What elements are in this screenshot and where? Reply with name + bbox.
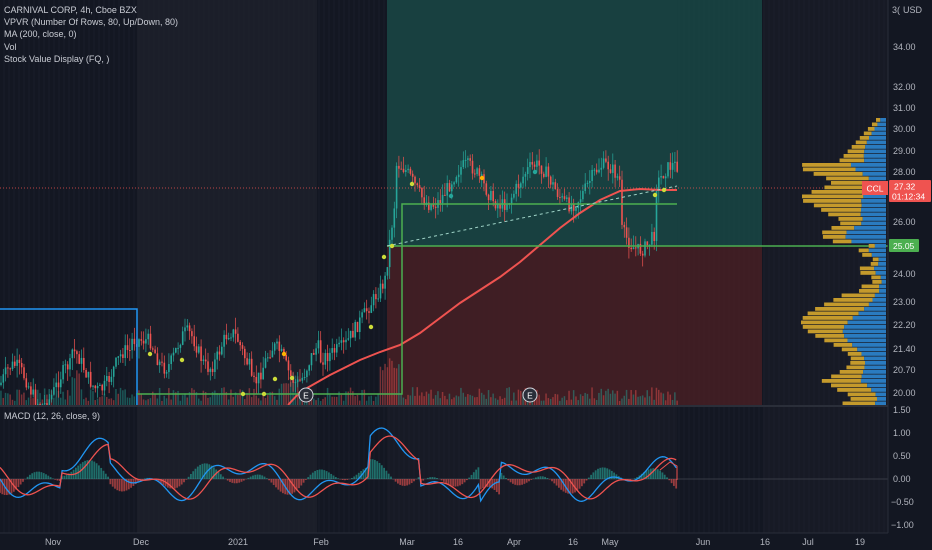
time-tick-label: 16 bbox=[453, 537, 463, 547]
vpvr-histogram bbox=[801, 118, 886, 406]
price-tick-label: 30.00 bbox=[893, 124, 916, 134]
time-tick-label: Apr bbox=[507, 537, 521, 547]
symbol-label: CCL bbox=[866, 184, 883, 194]
price-axis[interactable]: 3( USD 34.00 32.00 31.00 30.00 29.00 28.00 26.… bbox=[887, 0, 932, 533]
indicator-legend: CARNIVAL CORP, 4h, Cboe BZX VPVR (Number… bbox=[4, 4, 178, 65]
macd-tick-label: 1.00 bbox=[893, 428, 911, 438]
time-tick-label: 16 bbox=[760, 537, 770, 547]
price-tick-label: 26.00 bbox=[893, 217, 916, 227]
symbol-title[interactable]: CARNIVAL CORP, 4h, Cboe BZX bbox=[4, 5, 137, 15]
price-tick-label: 23.00 bbox=[893, 297, 916, 307]
legend-stock-value[interactable]: Stock Value Display (FQ, ) bbox=[4, 53, 110, 64]
time-tick-label: May bbox=[601, 537, 619, 547]
last-price-badge: CCL 27.32 01:12:34 bbox=[862, 180, 931, 202]
price-tick-label: 34.00 bbox=[893, 42, 916, 52]
time-tick-label: 16 bbox=[568, 537, 578, 547]
price-tick-label: 32.00 bbox=[893, 82, 916, 92]
svg-text:E: E bbox=[303, 391, 309, 401]
blue-range-box bbox=[0, 308, 138, 405]
time-axis[interactable]: Nov Dec 2021 Feb Mar 16 Apr 16 May Jun 16 Jul 19 bbox=[0, 532, 932, 550]
last-price-value: 27.32 bbox=[894, 182, 916, 192]
time-tick-label: 19 bbox=[855, 537, 865, 547]
level-badge: 25.05 bbox=[889, 239, 919, 252]
time-tick-label: Mar bbox=[399, 537, 415, 547]
legend-macd[interactable]: MACD (12, 26, close, 9) bbox=[4, 411, 101, 421]
macd-tick-label: −1.00 bbox=[891, 520, 914, 530]
price-tick-label: 20.00 bbox=[893, 388, 916, 398]
price-tick-label: 24.00 bbox=[893, 269, 916, 279]
time-tick-label: Feb bbox=[313, 537, 329, 547]
macd-tick-label: −0.50 bbox=[891, 497, 914, 507]
time-tick-label: Jul bbox=[802, 537, 814, 547]
price-axis-top-partial: 3( bbox=[892, 5, 900, 15]
volume-bars bbox=[0, 358, 678, 405]
svg-text:E: E bbox=[527, 391, 533, 401]
price-tick-label: 28.00 bbox=[893, 167, 916, 177]
price-tick-label: 20.70 bbox=[893, 365, 916, 375]
price-tick-label: 22.20 bbox=[893, 320, 916, 330]
macd-end-marker bbox=[659, 461, 678, 480]
time-tick-label: Jun bbox=[696, 537, 711, 547]
price-axis-currency: USD bbox=[903, 5, 923, 15]
level-value: 25.05 bbox=[893, 241, 915, 251]
price-tick-label: 31.00 bbox=[893, 103, 916, 113]
time-tick-label: Nov bbox=[45, 537, 62, 547]
macd-histogram bbox=[0, 459, 678, 496]
legend-ma[interactable]: MA (200, close, 0) bbox=[4, 29, 77, 40]
ma-200-line bbox=[287, 187, 677, 405]
legend-vpvr[interactable]: VPVR (Number Of Rows, 80, Up/Down, 80) bbox=[4, 17, 179, 28]
signal-line bbox=[0, 435, 677, 500]
price-tick-label: 29.00 bbox=[893, 146, 916, 156]
price-candles bbox=[0, 149, 678, 405]
legend-vol[interactable]: Vol bbox=[4, 41, 17, 52]
time-tick-label: Dec bbox=[133, 537, 150, 547]
earnings-marker-2[interactable]: E bbox=[522, 387, 538, 403]
time-tick-label: 2021 bbox=[228, 537, 248, 547]
signal-dots bbox=[147, 169, 667, 397]
macd-tick-label: 0.50 bbox=[893, 451, 911, 461]
price-tick-label: 21.40 bbox=[893, 344, 916, 354]
macd-tick-label: 0.00 bbox=[893, 474, 911, 484]
loss-zone bbox=[387, 246, 762, 405]
earnings-marker-1[interactable]: E bbox=[298, 387, 314, 403]
countdown-value: 01:12:34 bbox=[892, 192, 925, 202]
price-axis-bottom-partial: 1.50 bbox=[893, 405, 911, 415]
green-levels bbox=[137, 185, 888, 395]
